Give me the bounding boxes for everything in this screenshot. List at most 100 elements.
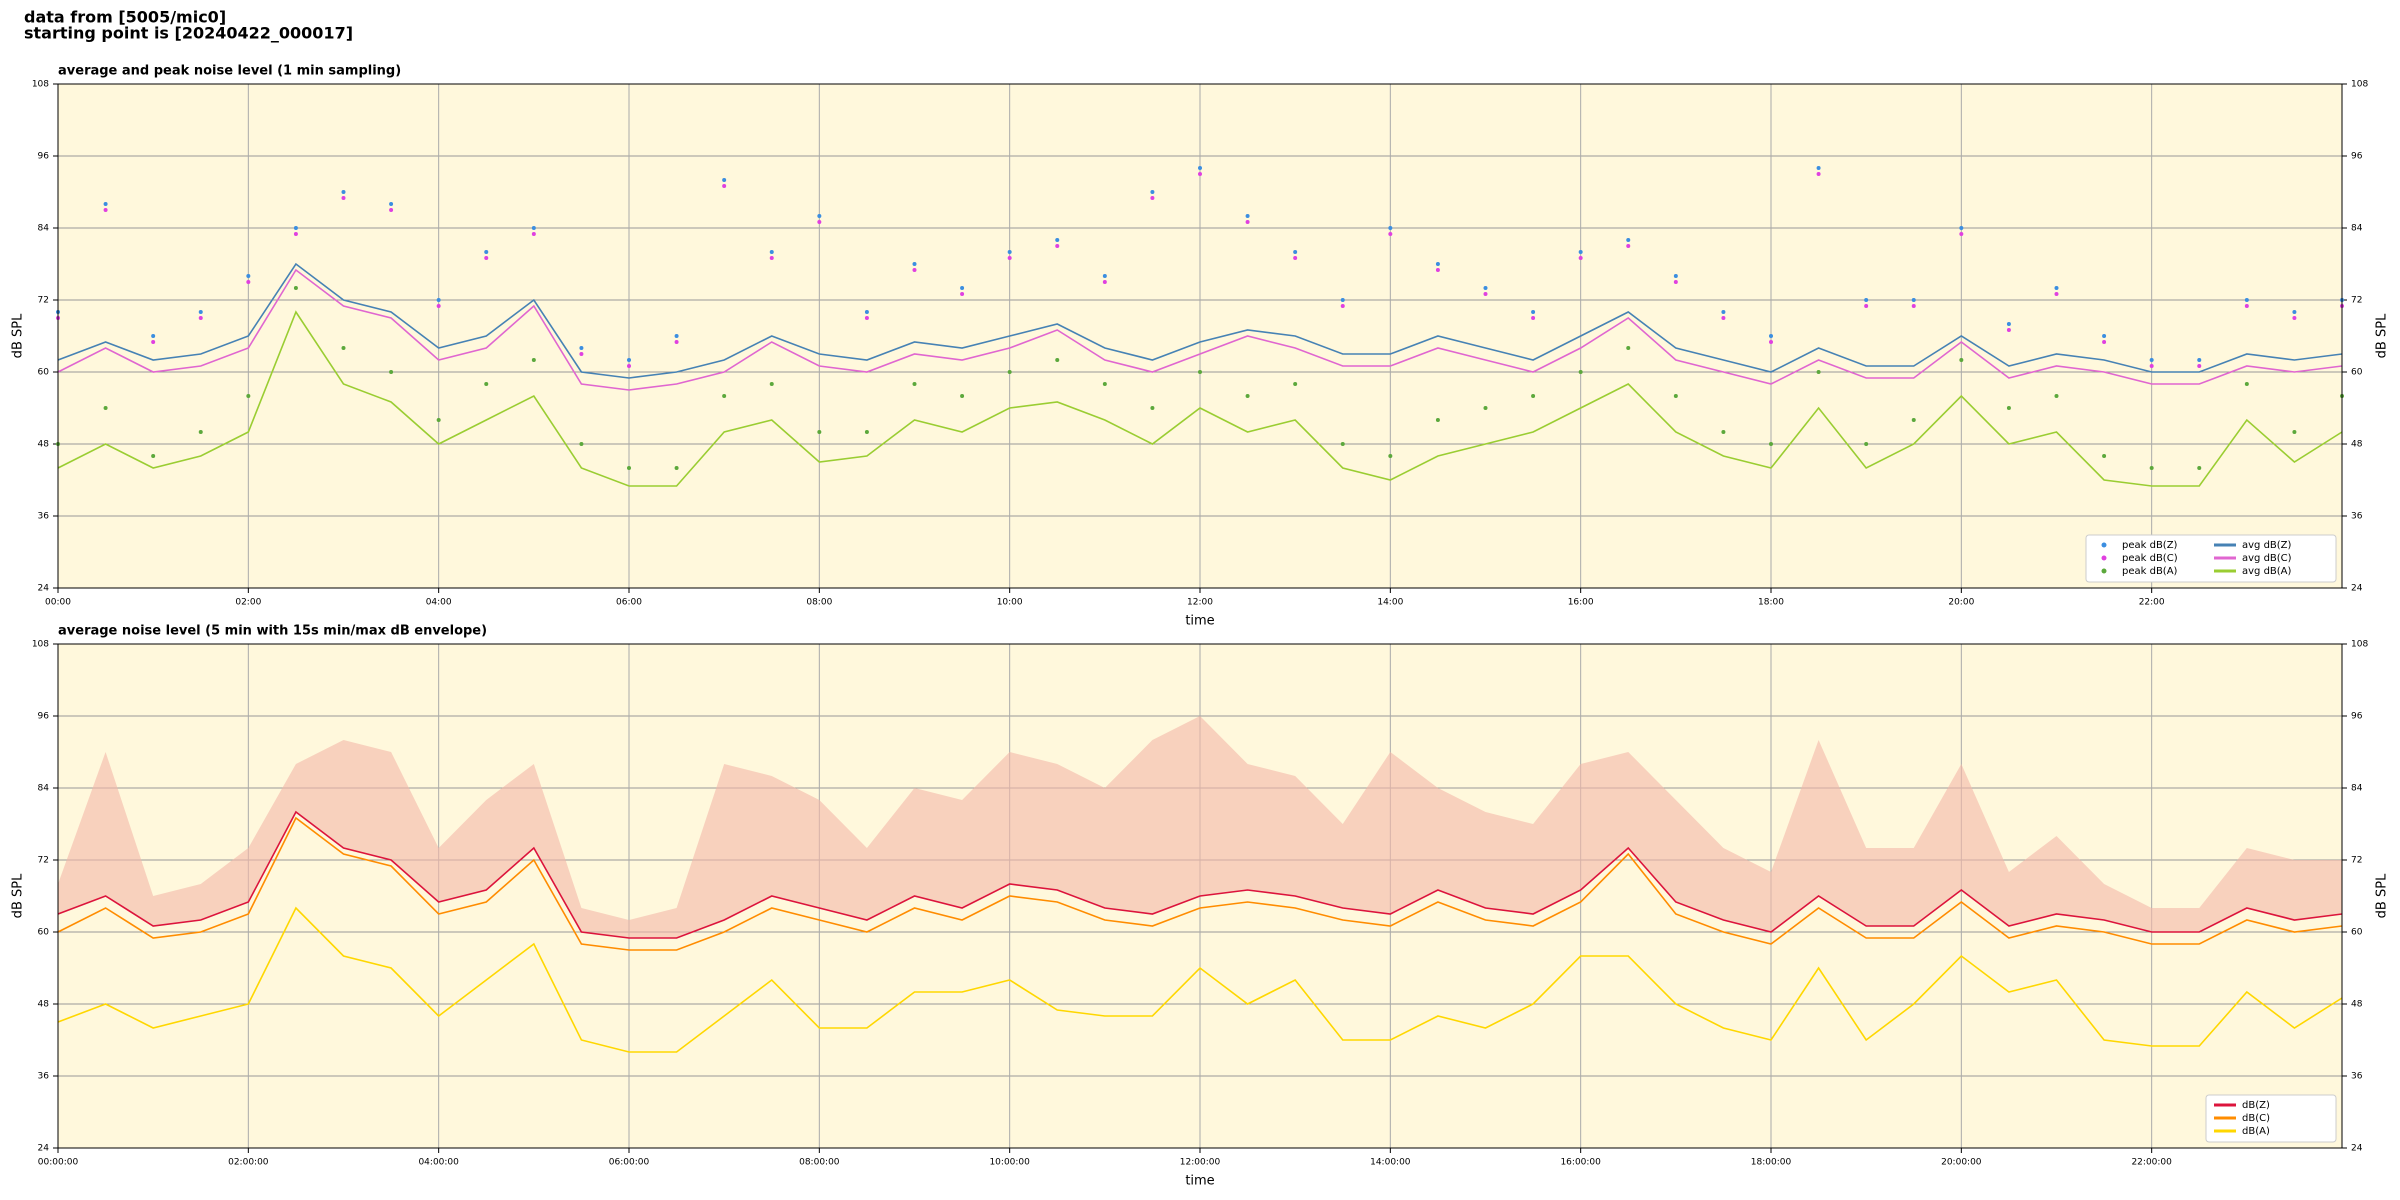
peak-point xyxy=(769,256,774,260)
peak-point xyxy=(1626,244,1631,248)
x-tick-label: 06:00:00 xyxy=(609,1158,650,1168)
peak-point xyxy=(579,352,584,356)
legend-marker xyxy=(2101,555,2107,561)
peak-point xyxy=(484,256,489,260)
peak-point xyxy=(1198,166,1202,170)
peak-point xyxy=(1198,370,1202,374)
peak-point xyxy=(198,430,203,434)
peak-point xyxy=(960,394,965,398)
peak-point xyxy=(2006,328,2011,332)
peak-point xyxy=(1245,220,1250,224)
y-tick-label: 48 xyxy=(2351,1000,2363,1010)
peak-point xyxy=(531,232,536,236)
peak-point xyxy=(2102,454,2107,458)
peak-point xyxy=(293,286,298,290)
peak-point xyxy=(1626,238,1631,242)
peak-point xyxy=(769,382,774,386)
peak-point xyxy=(1150,190,1155,194)
peak-point xyxy=(2197,358,2202,362)
peak-point xyxy=(864,310,869,314)
peak-point xyxy=(2244,382,2249,386)
peak-point xyxy=(817,430,822,434)
peak-point xyxy=(1578,256,1583,260)
peak-point xyxy=(1055,238,1060,242)
peak-point xyxy=(674,340,679,344)
peak-point xyxy=(2292,430,2297,434)
y-tick-label: 48 xyxy=(2351,440,2363,450)
legend-label: avg dB(C) xyxy=(2242,553,2292,564)
peak-point xyxy=(436,298,441,302)
peak-point xyxy=(103,406,108,410)
x-tick-label: 12:00:00 xyxy=(1180,1158,1221,1168)
plot-frame xyxy=(57,643,2343,1149)
x-tick-label: 04:00 xyxy=(426,598,452,608)
peak-point xyxy=(817,214,822,218)
peak-point xyxy=(2149,364,2154,368)
peak-point xyxy=(2244,298,2249,302)
peak-point xyxy=(1911,418,1916,422)
peak-point xyxy=(531,358,536,362)
peak-point xyxy=(1198,172,1202,176)
peak-point xyxy=(1388,226,1393,230)
peak-point xyxy=(1245,394,1250,398)
peak-point xyxy=(1055,244,1060,248)
series-line xyxy=(57,810,2343,939)
y-tick-label: 24 xyxy=(2351,584,2363,594)
peak-point xyxy=(1483,406,1488,410)
peak-point xyxy=(531,226,536,230)
y-tick-label: 60 xyxy=(38,928,50,938)
peak-point xyxy=(912,262,917,266)
peak-point xyxy=(722,394,727,398)
peak-point xyxy=(1864,304,1869,308)
peak-point xyxy=(1245,214,1250,218)
y-tick-label: 108 xyxy=(32,640,49,650)
peak-point xyxy=(960,286,965,290)
peak-point xyxy=(579,442,584,446)
x-tick-label: 22:00 xyxy=(2139,598,2165,608)
x-tick-label: 18:00 xyxy=(1758,598,1784,608)
legend-box xyxy=(2205,1094,2337,1143)
y-tick-label: 60 xyxy=(2351,368,2363,378)
x-tick-label: 14:00:00 xyxy=(1370,1158,1411,1168)
peak-point xyxy=(1435,268,1440,272)
peak-point xyxy=(389,202,394,206)
y-tick-label: 84 xyxy=(38,224,50,234)
x-tick-label: 10:00 xyxy=(997,598,1023,608)
legend-label: peak dB(C) xyxy=(2122,553,2178,564)
peak-point xyxy=(341,190,346,194)
peak-point xyxy=(436,418,441,422)
plot-frame xyxy=(57,83,2343,589)
header-line: starting point is [20240422_000017] xyxy=(24,24,353,43)
legend-label: avg dB(A) xyxy=(2242,566,2292,577)
peak-point xyxy=(246,394,251,398)
peak-point xyxy=(674,334,679,338)
legend-marker xyxy=(2101,542,2107,548)
peak-point xyxy=(2149,358,2154,362)
peak-point xyxy=(1531,310,1536,314)
y-tick-label: 96 xyxy=(2351,152,2363,162)
peak-point xyxy=(1293,256,1298,260)
peak-point xyxy=(1959,226,1964,230)
peak-point xyxy=(341,346,346,350)
y-tick-label: 72 xyxy=(2351,296,2362,306)
peak-point xyxy=(627,358,631,362)
peak-point xyxy=(1388,454,1393,458)
legend-label: dB(Z) xyxy=(2242,1100,2270,1111)
peak-point xyxy=(1769,340,1773,344)
peak-point xyxy=(1673,274,1678,278)
peak-point xyxy=(2006,322,2011,326)
series-line xyxy=(57,816,2343,951)
peak-point xyxy=(1150,406,1155,410)
y-tick-label: 108 xyxy=(2351,640,2368,650)
peak-point xyxy=(151,340,156,344)
x-tick-label: 04:00:00 xyxy=(418,1158,459,1168)
peak-point xyxy=(1340,442,1345,446)
peak-point xyxy=(2054,394,2059,398)
peak-point xyxy=(722,184,727,188)
peak-point xyxy=(436,304,441,308)
legend-label: dB(A) xyxy=(2242,1126,2270,1137)
peak-point xyxy=(1816,166,1821,170)
y-tick-label: 24 xyxy=(38,584,50,594)
legend-label: avg dB(Z) xyxy=(2242,540,2292,551)
